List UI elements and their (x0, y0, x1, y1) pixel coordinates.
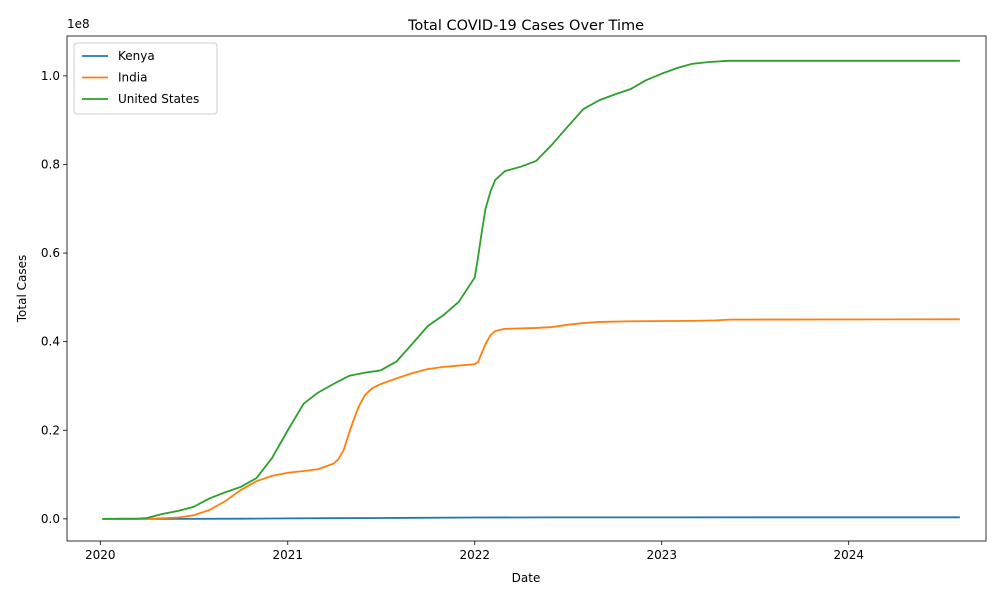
series-line-united-states (102, 59, 960, 520)
series-layer (102, 59, 960, 520)
x-axis-ticks: 2020 2021 2022 2023 2024 (85, 541, 864, 562)
y-axis-ticks: 0.0 0.2 0.4 0.6 0.8 1.0 (41, 69, 67, 526)
y-tick-label: 0.6 (41, 246, 60, 260)
x-axis-label: Date (512, 571, 541, 585)
legend: Kenya India United States (73, 42, 218, 115)
x-tick-label: 2020 (85, 548, 116, 562)
y-axis-label: Total Cases (15, 255, 29, 323)
y-offset-label: 1e8 (67, 17, 90, 31)
legend-box (73, 42, 218, 115)
x-tick-label: 2024 (833, 548, 864, 562)
legend-label: United States (118, 92, 199, 106)
series-line-india (102, 318, 960, 520)
series-line-kenya (102, 516, 960, 520)
y-tick-label: 1.0 (41, 69, 60, 83)
x-tick-label: 2022 (459, 548, 490, 562)
legend-label: India (118, 71, 147, 85)
y-tick-label: 0.4 (41, 335, 60, 349)
x-tick-label: 2021 (273, 548, 304, 562)
y-tick-label: 0.2 (41, 423, 60, 437)
x-tick-label: 2023 (646, 548, 677, 562)
legend-label: Kenya (118, 49, 155, 63)
y-tick-label: 0.0 (41, 512, 60, 526)
plot-area (102, 59, 960, 520)
y-tick-label: 0.8 (41, 157, 60, 171)
plot-frame (66, 35, 987, 542)
chart-title: Total COVID-19 Cases Over Time (407, 18, 644, 34)
